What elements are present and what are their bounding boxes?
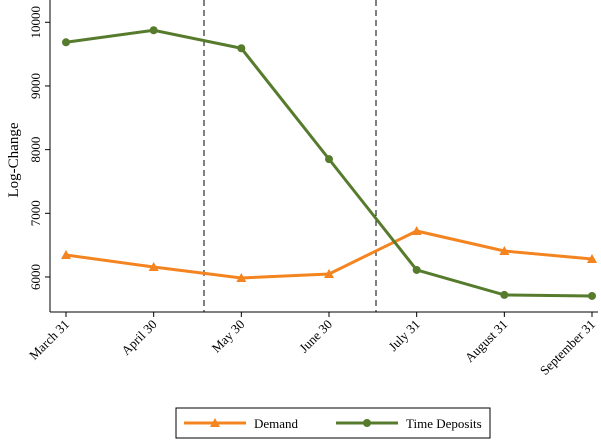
y-tick-label: 6000 (28, 264, 43, 290)
y-tick-label: 10000 (28, 6, 43, 39)
y-axis-title: Log-Change (6, 122, 22, 197)
point (499, 246, 510, 256)
y-tick-label: 8000 (28, 137, 43, 163)
point (412, 265, 421, 274)
point (411, 226, 422, 236)
point (236, 272, 247, 282)
x-tick-label: April 30 (118, 317, 160, 359)
legend-label: Demand (254, 416, 299, 431)
point (148, 261, 159, 271)
point (588, 291, 596, 300)
point (149, 26, 158, 35)
legend-marker (210, 418, 220, 427)
legend-label: Time Deposits (406, 416, 482, 431)
point (61, 250, 71, 260)
y-tick-label: 9000 (28, 73, 43, 99)
x-tick-label: June 30 (296, 317, 335, 356)
point (62, 38, 70, 47)
x-tick-label: May 30 (208, 317, 247, 356)
point (325, 155, 333, 164)
x-tick-label: July 31 (385, 317, 422, 354)
y-tick-label: 7000 (28, 200, 43, 226)
point (237, 44, 246, 53)
point (587, 254, 597, 264)
x-tick-label: March 31 (26, 317, 72, 363)
x-tick-label: August 31 (462, 317, 511, 366)
point (500, 290, 509, 299)
legend-marker (363, 419, 371, 427)
point (324, 268, 334, 278)
x-tick-label: September 31 (537, 317, 598, 378)
